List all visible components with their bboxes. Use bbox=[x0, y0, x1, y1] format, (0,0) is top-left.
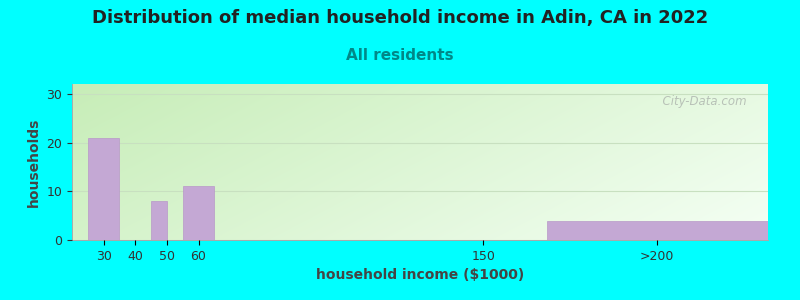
Bar bbox=[88, 138, 119, 240]
Y-axis label: households: households bbox=[27, 117, 41, 207]
Text: Distribution of median household income in Adin, CA in 2022: Distribution of median household income … bbox=[92, 9, 708, 27]
Bar bbox=[182, 186, 214, 240]
Bar bbox=[546, 220, 768, 240]
Text: All residents: All residents bbox=[346, 48, 454, 63]
X-axis label: household income ($1000): household income ($1000) bbox=[316, 268, 524, 282]
Text: City-Data.com: City-Data.com bbox=[655, 95, 747, 108]
Bar bbox=[151, 201, 167, 240]
